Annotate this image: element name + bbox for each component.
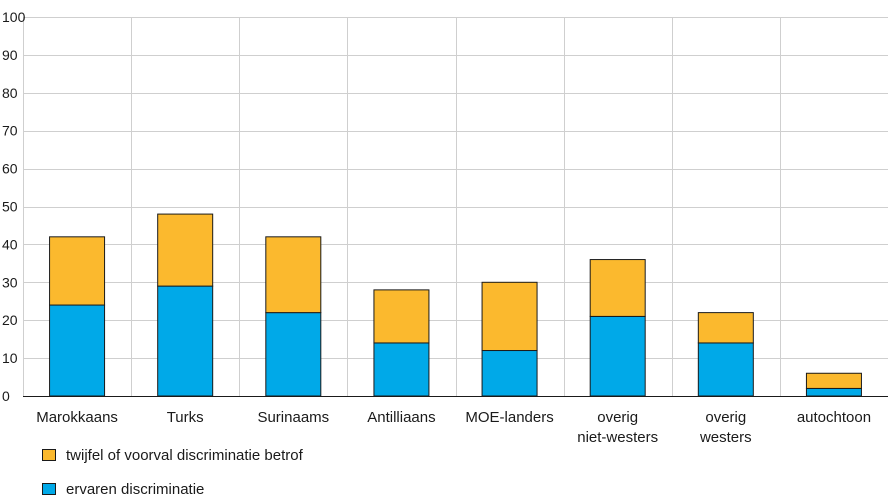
legend-swatch-twijfel <box>42 449 56 461</box>
bar-segment-twijfel <box>805 372 862 389</box>
bar-segment-ervaren <box>481 350 538 397</box>
bar-segment-ervaren <box>157 285 214 397</box>
y-tick-label: 60 <box>2 161 18 177</box>
x-category-label: Marokkaans <box>36 409 118 426</box>
bar-segment-ervaren <box>589 315 646 397</box>
y-tick-label: 100 <box>2 9 26 25</box>
bar-segment-twijfel <box>157 213 214 287</box>
legend-item-ervaren: ervaren discriminatie <box>42 480 542 498</box>
y-tick-label: 50 <box>2 199 18 215</box>
legend-swatch-ervaren <box>42 483 56 495</box>
bar-segment-twijfel <box>265 236 322 314</box>
bar-segment-ervaren <box>49 304 106 397</box>
bar-segment-ervaren <box>265 312 322 397</box>
y-tick-label: 0 <box>2 388 10 404</box>
legend-label-twijfel: twijfel of voorval discriminatie betrof <box>66 446 303 464</box>
y-tick-label: 40 <box>2 236 18 252</box>
legend-item-twijfel: twijfel of voorval discriminatie betrof <box>42 446 542 464</box>
bar-segment-ervaren <box>805 387 862 397</box>
legend: twijfel of voorval discriminatie betrof … <box>42 446 542 499</box>
y-tick-label: 70 <box>2 123 18 139</box>
bar-segment-twijfel <box>589 259 646 317</box>
x-category-label: Turks <box>167 409 204 426</box>
x-category-label: overig <box>705 409 746 426</box>
y-tick-label: 20 <box>2 312 18 328</box>
x-category-label: Surinaams <box>257 409 329 426</box>
x-category-label: overig <box>597 409 638 426</box>
bar-segment-ervaren <box>373 342 430 397</box>
x-category-label: MOE-landers <box>465 409 553 426</box>
x-category-label: westers <box>699 429 752 446</box>
y-tick-label: 10 <box>2 350 18 366</box>
x-category-label: Antilliaans <box>367 409 435 426</box>
x-category-label: autochtoon <box>797 409 871 426</box>
y-tick-label: 80 <box>2 85 18 101</box>
x-category-label: niet-westers <box>577 429 658 446</box>
bar-segment-ervaren <box>697 342 754 397</box>
y-tick-label: 30 <box>2 274 18 290</box>
bar-segment-twijfel <box>481 281 538 352</box>
legend-label-ervaren: ervaren discriminatie <box>66 480 205 498</box>
bar-segment-twijfel <box>49 236 106 306</box>
y-tick-label: 90 <box>2 47 18 63</box>
bar-segment-twijfel <box>373 289 430 344</box>
bar-segment-twijfel <box>697 312 754 344</box>
